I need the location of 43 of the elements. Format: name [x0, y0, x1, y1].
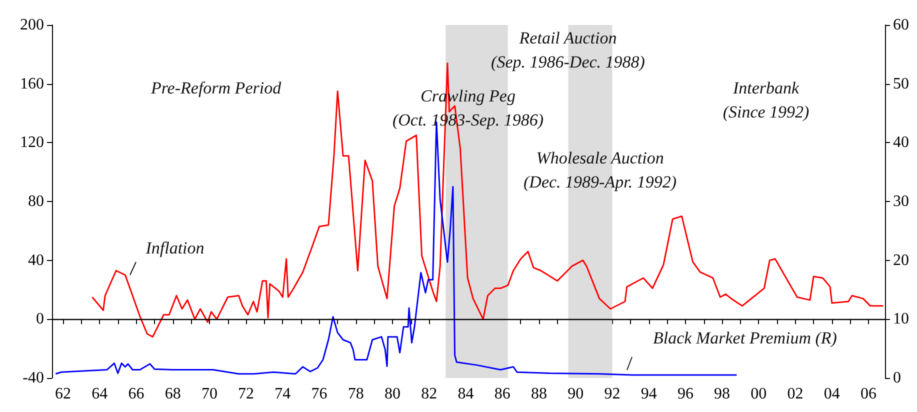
x-tick-label: 62 [54, 386, 71, 402]
y-tick-label: 160 [20, 75, 44, 92]
y2-tick-label: 10 [893, 310, 909, 328]
annotation: Retail Auction (Sep. 1986-Dec. 1988) [491, 28, 646, 72]
y-tick-label: 0 [36, 310, 44, 328]
x-tick-label: 88 [530, 386, 547, 402]
y-tick-label: 40 [28, 252, 44, 269]
series-label: Inflation [144, 238, 204, 258]
series-label: Black Market Premium (R) [653, 328, 838, 348]
x-tick-label: 90 [568, 386, 584, 402]
y2-tick-label: 60 [893, 16, 909, 34]
y2-tick-label: 50 [893, 75, 909, 92]
y2-tick-label: 0 [893, 370, 901, 386]
x-tick-label: 78 [348, 386, 364, 402]
y-tick-label: 80 [28, 193, 44, 210]
y-tick-label: 200 [20, 16, 44, 34]
x-tick-label: 02 [787, 386, 804, 402]
x-tick-label: 82 [421, 386, 438, 402]
y2-tick-label: 40 [893, 134, 909, 152]
x-tick-label: 70 [201, 386, 218, 402]
x-tick-label: 64 [92, 386, 108, 402]
y-tick-label: -40 [22, 370, 44, 386]
x-tick-label: 76 [311, 386, 328, 402]
y-tick-label: 120 [20, 134, 44, 152]
x-tick-label: 74 [274, 386, 291, 402]
x-tick-label: 06 [860, 386, 877, 402]
annotation: Pre-Reform Period [150, 78, 282, 98]
x-tick-label: 00 [750, 386, 767, 402]
x-tick-label: 84 [458, 386, 474, 402]
x-tick-label: 86 [494, 386, 510, 402]
annotation: Interbank (Since 1992) [722, 78, 810, 122]
y2-tick-label: 20 [893, 252, 909, 269]
x-tick-label: 98 [714, 386, 730, 402]
x-tick-label: 92 [604, 386, 620, 402]
x-tick-label: 04 [824, 386, 840, 402]
y2-tick-label: 30 [893, 193, 909, 210]
x-tick-label: 72 [238, 386, 254, 402]
x-tick-label: 66 [128, 386, 144, 402]
x-tick-label: 94 [640, 386, 657, 402]
x-tick-label: 68 [164, 386, 181, 402]
x-tick-label: 96 [677, 386, 694, 402]
annotation: Wholesale Auction (Dec. 1989-Apr. 1992) [524, 148, 677, 192]
x-tick-label: 80 [384, 386, 401, 402]
